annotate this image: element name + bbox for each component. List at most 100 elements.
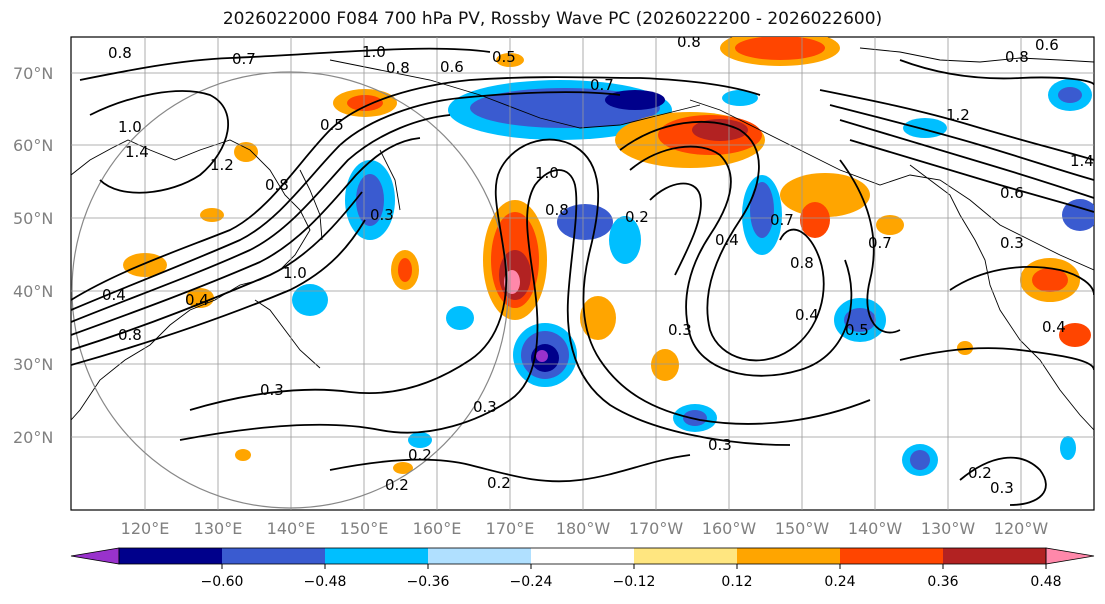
lat-label: 20°N [13, 428, 53, 447]
lon-label: 120°E [121, 519, 170, 538]
arctic-coast [859, 47, 1094, 63]
contour-line [619, 120, 825, 362]
contour-label: 0.4 [715, 231, 739, 249]
lon-label: 170°W [629, 519, 684, 538]
contour-label: 0.3 [1000, 234, 1024, 252]
contour-line [649, 182, 702, 276]
contour-label: 0.7 [590, 76, 614, 94]
positive-anomaly [580, 296, 616, 340]
lat-label: 30°N [13, 355, 53, 374]
contour-line [71, 191, 363, 351]
contour-label: 0.3 [260, 381, 284, 399]
negative-anomaly [750, 182, 774, 238]
colorbar-tick-label: 0.36 [927, 574, 958, 590]
sakhalin-coast [299, 169, 323, 241]
contour-line [71, 137, 421, 336]
contour-line [849, 139, 1094, 213]
contour-label: 0.8 [108, 44, 132, 62]
contour-label: 0.3 [990, 479, 1014, 497]
contour-line [189, 138, 871, 425]
negative-anomaly [1062, 199, 1094, 231]
colorbar-segment [840, 548, 944, 564]
colorbar-tick-label: −0.48 [304, 574, 347, 590]
contour-label: 0.8 [265, 176, 289, 194]
contour-line [959, 456, 1047, 506]
contour-line [79, 47, 491, 81]
contour-label: 0.8 [677, 33, 701, 51]
positive-anomaly [235, 449, 251, 461]
contour-label: 0.5 [320, 116, 344, 134]
japan-coast [254, 299, 321, 369]
contour-label: 0.7 [232, 50, 256, 68]
kamchatka-coast [379, 149, 401, 211]
positive-anomaly [651, 349, 679, 381]
contour-line [839, 159, 901, 334]
contour-label: 1.4 [125, 143, 149, 161]
contour-label: 0.7 [868, 234, 892, 252]
positive-anomaly [200, 208, 224, 222]
latitude-axis: 70°N 60°N 50°N 40°N 30°N 20°N [13, 64, 53, 447]
colorbar-segment [737, 548, 841, 564]
colorbar-segment [943, 548, 1047, 564]
positive-anomaly [234, 142, 258, 162]
positive-anomaly-core [692, 119, 748, 141]
map-panel: 0.8 0.7 1.0 0.8 0.6 0.5 0.8 0.6 0.8 0.7 … [70, 33, 1095, 511]
negative-anomaly [722, 90, 758, 106]
contour-label: 1.0 [118, 118, 142, 136]
contour-label: 0.4 [102, 286, 126, 304]
contour-label: 1.0 [535, 164, 559, 182]
colorbar-segment [531, 548, 635, 564]
negative-anomaly [557, 204, 613, 240]
contour-label: 0.4 [1042, 318, 1066, 336]
negative-anomaly [609, 216, 641, 264]
lon-label: 160°E [413, 519, 462, 538]
negative-anomaly [1058, 87, 1082, 103]
contour-label: 0.3 [370, 206, 394, 224]
contour-label: 1.0 [362, 43, 386, 61]
contour-label: 0.3 [473, 398, 497, 416]
contour-label: 0.3 [668, 321, 692, 339]
colorbar-segment [634, 548, 738, 564]
contour-label: 0.4 [185, 291, 209, 309]
contour-label: 0.8 [1005, 48, 1029, 66]
colorbar-tick-label: −0.24 [510, 574, 553, 590]
contour-line [629, 145, 853, 377]
colorbar-tick-label: −0.12 [613, 574, 656, 590]
negative-anomaly [408, 432, 432, 448]
longitude-axis: 120°E 130°E 140°E 150°E 160°E 170°E 180°… [121, 519, 1049, 538]
contour-label: 1.4 [1070, 152, 1094, 170]
positive-anomaly [393, 462, 413, 474]
contour-label: 1.2 [946, 106, 970, 124]
negative-anomaly [1060, 436, 1076, 460]
negative-anomaly [683, 410, 707, 426]
colorbar-tick-label: 0.24 [824, 574, 855, 590]
coastlines [71, 47, 1094, 431]
contour-label: 0.3 [708, 436, 732, 454]
contour-label: 0.6 [1035, 36, 1059, 54]
contour-label: 0.5 [492, 48, 516, 66]
contour-label: 0.2 [625, 208, 649, 226]
negative-anomaly [910, 450, 930, 470]
positive-anomaly-core [1032, 268, 1068, 292]
colorbar-tick-label: 0.12 [721, 574, 752, 590]
contour-line [71, 91, 621, 311]
colorbar-segment [222, 548, 326, 564]
colorbar: −0.60 −0.48 −0.36 −0.24 −0.12 0.12 0.24 0.36 0.4… [70, 547, 1095, 590]
contour-label: 0.7 [770, 211, 794, 229]
colorbar-segment [119, 548, 223, 564]
contour-label: 0.2 [385, 476, 409, 494]
colorbar-extend-low [70, 547, 120, 565]
contour-line [329, 454, 691, 483]
alaska-coast [689, 99, 1094, 271]
negative-anomaly-core [536, 350, 548, 362]
contour-line [839, 119, 1094, 199]
lon-label: 130°E [194, 519, 243, 538]
contour-line [949, 266, 1094, 296]
colorbar-tick-label: 0.48 [1030, 574, 1061, 590]
contour-label: 0.5 [845, 321, 869, 339]
map-title: 2026022000 F084 700 hPa PV, Rossby Wave … [222, 9, 883, 29]
contour-line [819, 89, 1094, 161]
contour-label: 1.2 [210, 156, 234, 174]
colorbar-tick-label: −0.60 [201, 574, 244, 590]
